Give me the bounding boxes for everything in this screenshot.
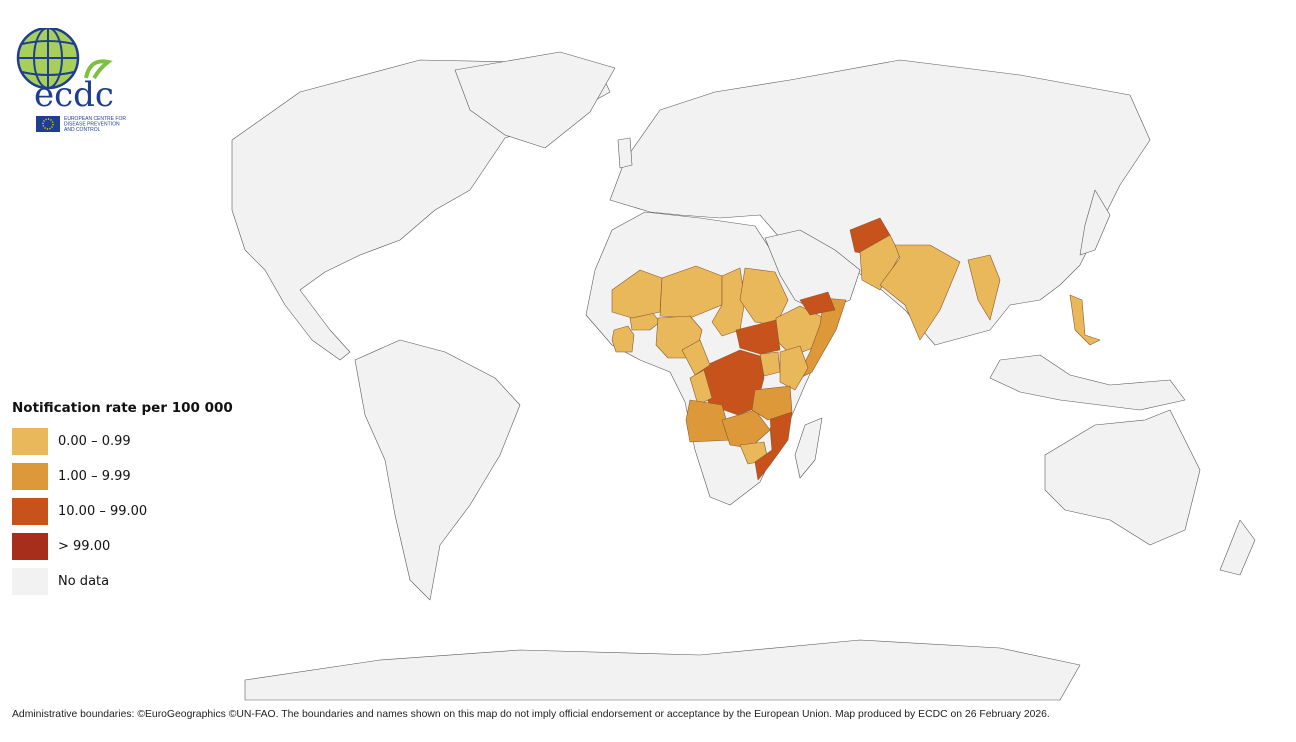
- region-australia: [1044, 409, 1201, 546]
- country-south-sudan: South Sudan: [735, 319, 781, 355]
- country-uganda: Uganda: [759, 351, 781, 377]
- footer-disclaimer: Administrative boundaries: ©EuroGeograph…: [12, 709, 1050, 720]
- legend-swatch: [12, 463, 48, 490]
- logo-wordmark: ecdc: [34, 75, 114, 115]
- country-zambia: Zambia: [721, 409, 771, 449]
- legend-item: 10.00 – 99.00: [12, 494, 233, 529]
- region-japan: [1079, 189, 1111, 256]
- legend-item: > 99.00: [12, 529, 233, 564]
- country-kenya: Kenya: [779, 345, 809, 391]
- region-south-america: [354, 339, 521, 601]
- region-uk: [617, 137, 633, 169]
- country-myanmar: Myanmar: [967, 254, 1001, 321]
- legend-label: No data: [58, 574, 110, 589]
- map-legend: Notification rate per 100 000 0.00 – 0.9…: [12, 400, 233, 599]
- legend-item: 0.00 – 0.99: [12, 424, 233, 459]
- logo-subtitle-2: DISEASE PREVENTION: [64, 122, 120, 128]
- region-greenland: [454, 51, 616, 149]
- region-madagascar: [794, 417, 823, 479]
- country-angola: Angola: [685, 399, 733, 443]
- leaf-icon: [84, 59, 113, 80]
- country-india: India: [879, 244, 961, 341]
- logo-subtitle-1: EUROPEAN CENTRE FOR: [64, 116, 126, 122]
- legend-title: Notification rate per 100 000: [12, 400, 233, 416]
- legend-swatch: [12, 428, 48, 455]
- country-yemen: Yemen: [799, 291, 836, 316]
- eu-flag-icon: [36, 116, 60, 132]
- logo-subtitle-3: AND CONTROL: [64, 127, 101, 133]
- legend-swatch: [12, 498, 48, 525]
- region-antarctica: [244, 639, 1081, 701]
- legend-item: No data: [12, 564, 233, 599]
- legend-item: 1.00 – 9.99: [12, 459, 233, 494]
- country-tanzania: Tanzania: [751, 385, 793, 421]
- country-chad: Chad: [711, 267, 746, 337]
- region-indonesia: [989, 354, 1186, 411]
- region-eurasia: [609, 59, 1151, 346]
- legend-label: 1.00 – 9.99: [58, 469, 131, 484]
- country-mozambique: Mozambique: [754, 411, 793, 481]
- ecdc-logo: ecdc EUROPEAN CENTRE FOR DISEASE PREVENT…: [16, 28, 126, 133]
- legend-swatch: [12, 568, 48, 595]
- country-c-te-d-ivoire: Côte d'Ivoire: [611, 325, 635, 353]
- country-philippines: Philippines: [1069, 294, 1101, 346]
- globe-icon: [16, 28, 80, 90]
- legend-label: 10.00 – 99.00: [58, 504, 148, 519]
- legend-label: 0.00 – 0.99: [58, 434, 131, 449]
- country-somalia: Somalia: [795, 297, 847, 381]
- country-congo: Congo: [689, 369, 713, 406]
- legend-label: > 99.00: [58, 539, 111, 554]
- country-cameroon: Cameroon: [681, 339, 711, 376]
- region-new-zealand: [1219, 519, 1256, 576]
- region-arabia: [764, 229, 861, 313]
- world-map: Côte d'IvoireBurkina FasoMaliNigerNigeri…: [231, 51, 1256, 701]
- legend-swatch: [12, 533, 48, 560]
